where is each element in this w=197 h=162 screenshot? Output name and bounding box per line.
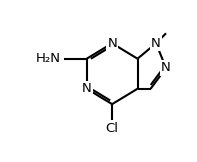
Text: N: N xyxy=(161,61,171,75)
Text: Cl: Cl xyxy=(106,122,119,135)
Text: N: N xyxy=(107,37,117,50)
Text: H₂N: H₂N xyxy=(35,52,60,65)
Text: N: N xyxy=(82,82,92,95)
Text: N: N xyxy=(151,37,161,50)
